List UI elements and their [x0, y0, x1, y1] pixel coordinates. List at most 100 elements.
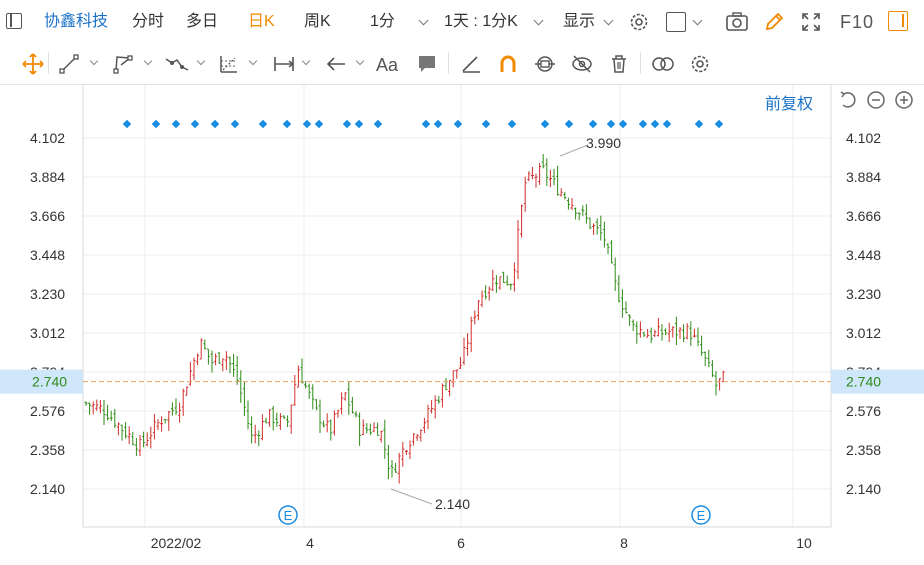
chevron-down-icon[interactable] [533, 15, 544, 26]
chevron-down-icon[interactable] [196, 56, 206, 66]
event-badge[interactable]: E [278, 505, 298, 525]
ohlc-bar [232, 353, 236, 377]
kline-chart[interactable]: 4.1023.8843.6663.4483.2303.0122.7942.576… [0, 84, 924, 565]
line-icon[interactable] [58, 53, 80, 75]
ohlc-bar [458, 356, 462, 370]
ohlc-bar [307, 383, 311, 400]
event-marker [171, 119, 181, 129]
ohlc-bar [692, 328, 696, 338]
color-box-icon[interactable] [666, 12, 686, 32]
chevron-down-icon[interactable] [248, 56, 258, 66]
ohlc-bar [325, 413, 329, 433]
move-icon[interactable] [21, 52, 45, 76]
sidebar-toggle-icon[interactable] [6, 13, 22, 29]
tab-weekly-k[interactable]: 周K [304, 13, 331, 30]
panel-toggle-icon[interactable] [888, 11, 908, 31]
text-tool[interactable]: Aa [376, 55, 399, 75]
tab-1min[interactable]: 1分 [370, 13, 395, 30]
ohlc-bar [541, 153, 545, 169]
pencil-icon[interactable] [763, 11, 785, 33]
interval-select[interactable]: 1天 : 1分K [444, 13, 518, 30]
tab-multi-day[interactable]: 多日 [186, 13, 219, 30]
settings-icon[interactable] [689, 53, 711, 75]
ohlc-bar [368, 423, 372, 436]
chart-grid [83, 84, 831, 527]
stock-name[interactable]: 协鑫科技 [44, 13, 109, 30]
event-marker [151, 119, 161, 129]
ohlc-bar [707, 349, 711, 368]
tab-minute[interactable]: 分时 [132, 13, 165, 30]
x-axis: 2022/02 4 6 8 10 [151, 535, 812, 551]
ohlc-bar [635, 321, 639, 344]
zoom-in-icon[interactable] [894, 90, 914, 110]
lock-icon[interactable] [533, 53, 557, 75]
y-tick-label: 4.102 [846, 130, 881, 146]
ohlc-bar [494, 275, 498, 293]
drawing-toolbar: Aa [0, 44, 924, 85]
ohlc-bar [624, 301, 628, 314]
ohlc-bar [512, 262, 516, 292]
ohlc-bar [498, 276, 502, 290]
ohlc-bar [462, 337, 466, 365]
chevron-down-icon[interactable] [418, 15, 429, 26]
chevron-down-icon[interactable] [692, 15, 703, 26]
hide-icon[interactable] [570, 53, 594, 75]
event-marker [564, 119, 574, 129]
camera-icon[interactable] [725, 11, 749, 33]
event-marker [638, 119, 648, 129]
wave-icon[interactable] [164, 53, 190, 75]
current-price-label-left: 2.740 [32, 374, 67, 390]
ohlc-bar [426, 404, 430, 430]
tab-daily-k[interactable]: 日K [248, 13, 275, 30]
f10-button[interactable]: F10 [840, 12, 875, 32]
ohlc-bar [509, 283, 513, 291]
polyline-icon[interactable] [112, 53, 134, 75]
reset-icon[interactable] [838, 90, 858, 110]
ohlc-bar [383, 419, 387, 459]
event-marker [606, 119, 616, 129]
chevron-down-icon[interactable] [301, 56, 311, 66]
comment-icon[interactable] [416, 53, 438, 75]
chevron-down-icon[interactable] [355, 56, 365, 66]
y-tick-label: 2.576 [30, 403, 65, 419]
ohlc-bar [559, 188, 563, 197]
current-price-label-right: 2.740 [846, 374, 881, 390]
event-marker [230, 119, 240, 129]
ohlc-bar [685, 323, 689, 340]
chevron-down-icon[interactable] [89, 56, 99, 66]
ohlc-bar [437, 395, 441, 404]
ohlc-bar [552, 168, 556, 186]
ohlc-bar [397, 452, 401, 484]
gear-icon[interactable] [628, 11, 650, 33]
ohlc-bar [667, 322, 671, 343]
arrow-icon[interactable] [324, 53, 348, 75]
ohlc-bar [646, 329, 650, 338]
measure-icon[interactable] [272, 53, 296, 75]
ohlc-bar [642, 331, 646, 338]
magnet-icon[interactable] [497, 53, 519, 75]
x-tick-label: 2022/02 [151, 535, 202, 551]
ohlc-bar [95, 399, 99, 411]
ohlc-bar [145, 432, 149, 447]
chevron-down-icon[interactable] [603, 15, 614, 26]
zoom-out-icon[interactable] [866, 90, 886, 110]
ohlc-bar [444, 377, 448, 391]
ohlc-bar [473, 310, 477, 325]
fib-icon[interactable] [218, 53, 240, 75]
chevron-down-icon[interactable] [143, 56, 153, 66]
event-marker [453, 119, 463, 129]
delete-icon[interactable] [608, 53, 630, 75]
ohlc-bar [556, 165, 560, 196]
y-axis-right: 4.1023.8843.6663.4483.2303.0122.7942.576… [846, 130, 881, 497]
ohlc-bar [469, 316, 473, 353]
fullscreen-icon[interactable] [800, 11, 822, 33]
ohlc-bar [178, 402, 182, 423]
y-tick-label: 2.576 [846, 403, 881, 419]
ruler-icon[interactable] [460, 53, 482, 75]
event-badge[interactable]: E [691, 505, 711, 525]
ohlc-bar [170, 402, 174, 416]
display-menu[interactable]: 显示 [563, 13, 596, 30]
compare-icon[interactable] [650, 53, 676, 75]
adjust-mode[interactable]: 前复权 [765, 96, 814, 113]
ohlc-bar [566, 197, 570, 210]
